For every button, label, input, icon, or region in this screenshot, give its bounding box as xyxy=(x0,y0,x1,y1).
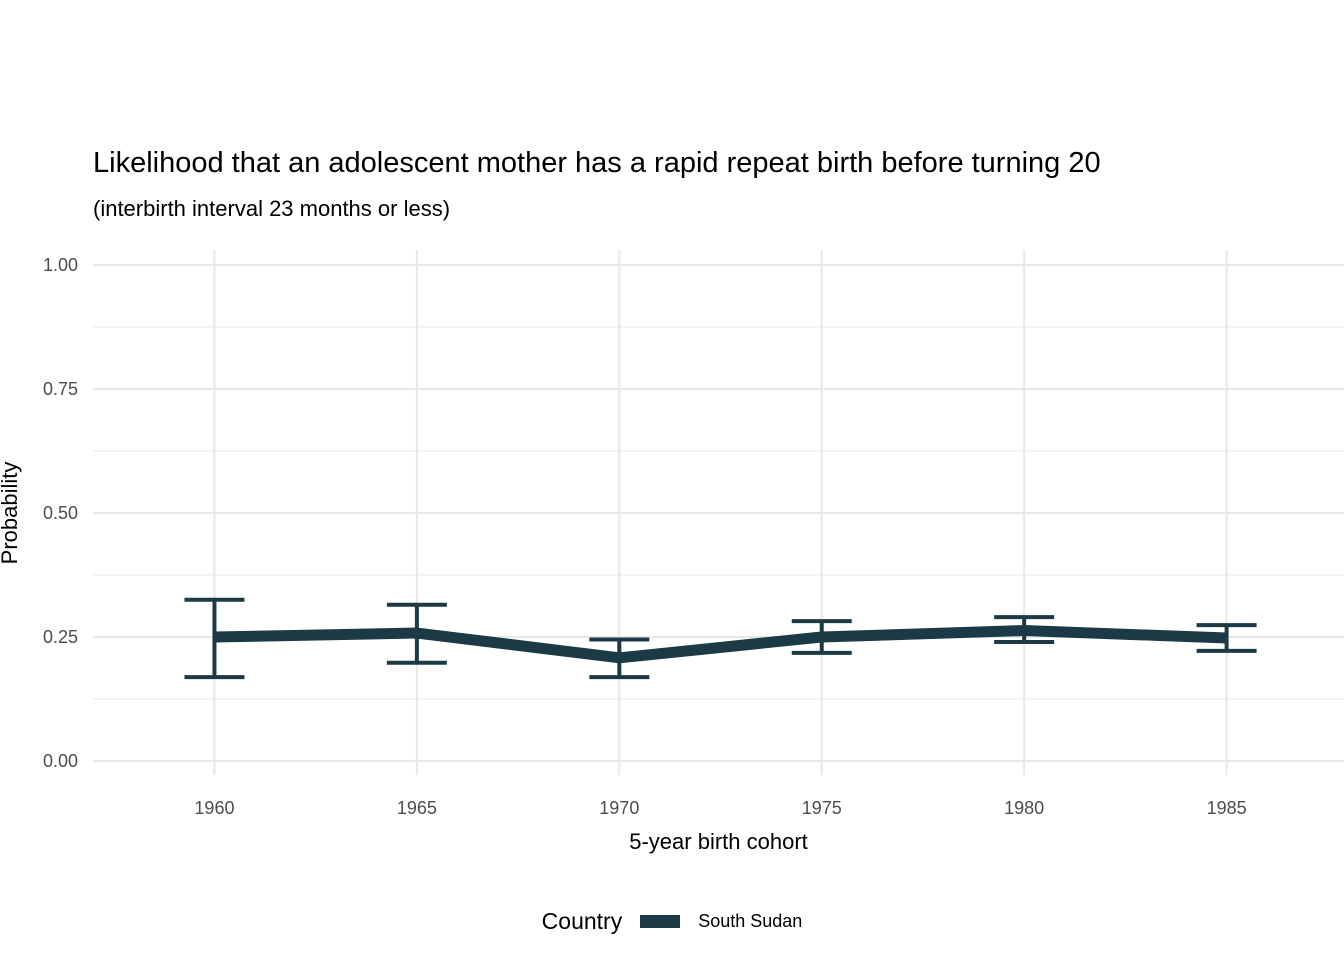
legend-swatch-south-sudan xyxy=(640,914,681,928)
svg-text:0.75: 0.75 xyxy=(43,379,78,399)
chart-title: Likelihood that an adolescent mother has… xyxy=(93,147,1101,179)
svg-text:1985: 1985 xyxy=(1207,798,1247,818)
plot-area: 1960 1965 1970 1975 1980 1985 0.00 0.25 0.50 0.75… xyxy=(0,250,1344,854)
legend-title: Country xyxy=(541,907,623,934)
svg-text:1970: 1970 xyxy=(599,798,639,818)
svg-text:1975: 1975 xyxy=(802,798,842,818)
legend-entry-label: South Sudan xyxy=(698,910,803,931)
svg-text:0.00: 0.00 xyxy=(43,751,78,771)
svg-text:1980: 1980 xyxy=(1004,798,1044,818)
chart-subtitle: (interbirth interval 23 months or less) xyxy=(93,196,451,221)
svg-text:Probability: Probability xyxy=(0,462,22,565)
legend: Country South Sudan xyxy=(0,898,1344,944)
svg-text:1965: 1965 xyxy=(397,798,437,818)
svg-text:1.00: 1.00 xyxy=(43,255,78,275)
svg-text:0.50: 0.50 xyxy=(43,503,78,523)
svg-text:5-year birth cohort: 5-year birth cohort xyxy=(629,829,808,854)
svg-text:1960: 1960 xyxy=(194,798,234,818)
svg-text:0.25: 0.25 xyxy=(43,627,78,647)
